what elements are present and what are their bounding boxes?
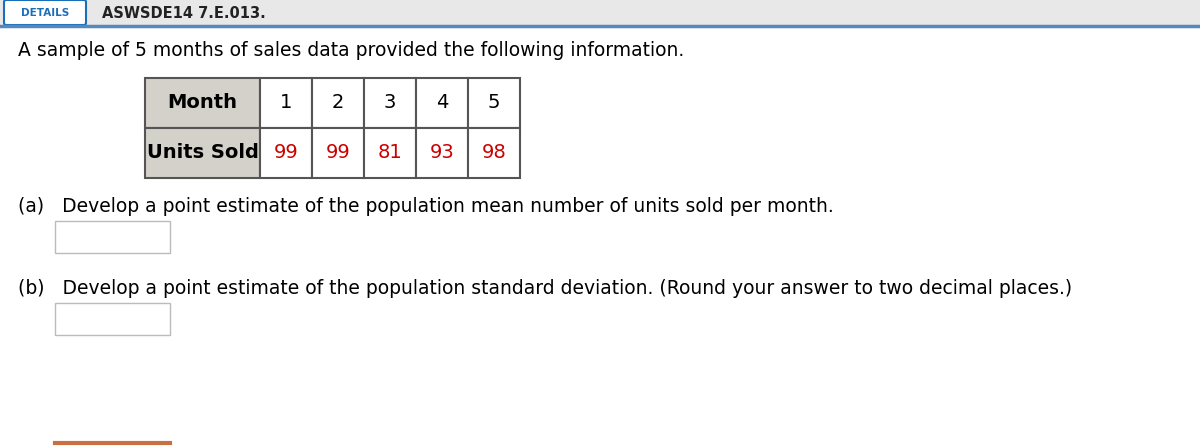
Bar bbox=[364, 78, 416, 128]
Text: 1: 1 bbox=[280, 94, 292, 112]
Bar bbox=[145, 128, 260, 178]
Text: 5: 5 bbox=[487, 94, 500, 112]
Text: 4: 4 bbox=[436, 94, 448, 112]
Text: A sample of 5 months of sales data provided the following information.: A sample of 5 months of sales data provi… bbox=[18, 41, 684, 59]
Bar bbox=[145, 78, 260, 128]
Text: Month: Month bbox=[168, 94, 238, 112]
Bar bbox=[0, 0, 1200, 26]
Text: 2: 2 bbox=[332, 94, 344, 112]
Bar bbox=[260, 128, 312, 178]
Text: (a)   Develop a point estimate of the population mean number of units sold per m: (a) Develop a point estimate of the popu… bbox=[18, 197, 834, 215]
Bar bbox=[468, 128, 520, 178]
Text: 93: 93 bbox=[430, 144, 455, 162]
Bar bbox=[468, 78, 520, 128]
Bar bbox=[364, 128, 416, 178]
Bar bbox=[416, 78, 468, 128]
Bar bbox=[312, 78, 364, 128]
Bar bbox=[55, 221, 170, 253]
Text: 99: 99 bbox=[325, 144, 350, 162]
Text: Units Sold: Units Sold bbox=[146, 144, 258, 162]
Text: 99: 99 bbox=[274, 144, 299, 162]
Bar bbox=[55, 303, 170, 335]
Bar bbox=[312, 128, 364, 178]
FancyBboxPatch shape bbox=[4, 0, 86, 25]
Text: DETAILS: DETAILS bbox=[20, 8, 70, 18]
Bar bbox=[416, 128, 468, 178]
Text: 98: 98 bbox=[481, 144, 506, 162]
Text: 3: 3 bbox=[384, 94, 396, 112]
Text: (b)   Develop a point estimate of the population standard deviation. (Round your: (b) Develop a point estimate of the popu… bbox=[18, 278, 1072, 297]
Bar bbox=[260, 78, 312, 128]
Text: 81: 81 bbox=[378, 144, 402, 162]
Text: ASWSDE14 7.E.013.: ASWSDE14 7.E.013. bbox=[102, 5, 265, 21]
